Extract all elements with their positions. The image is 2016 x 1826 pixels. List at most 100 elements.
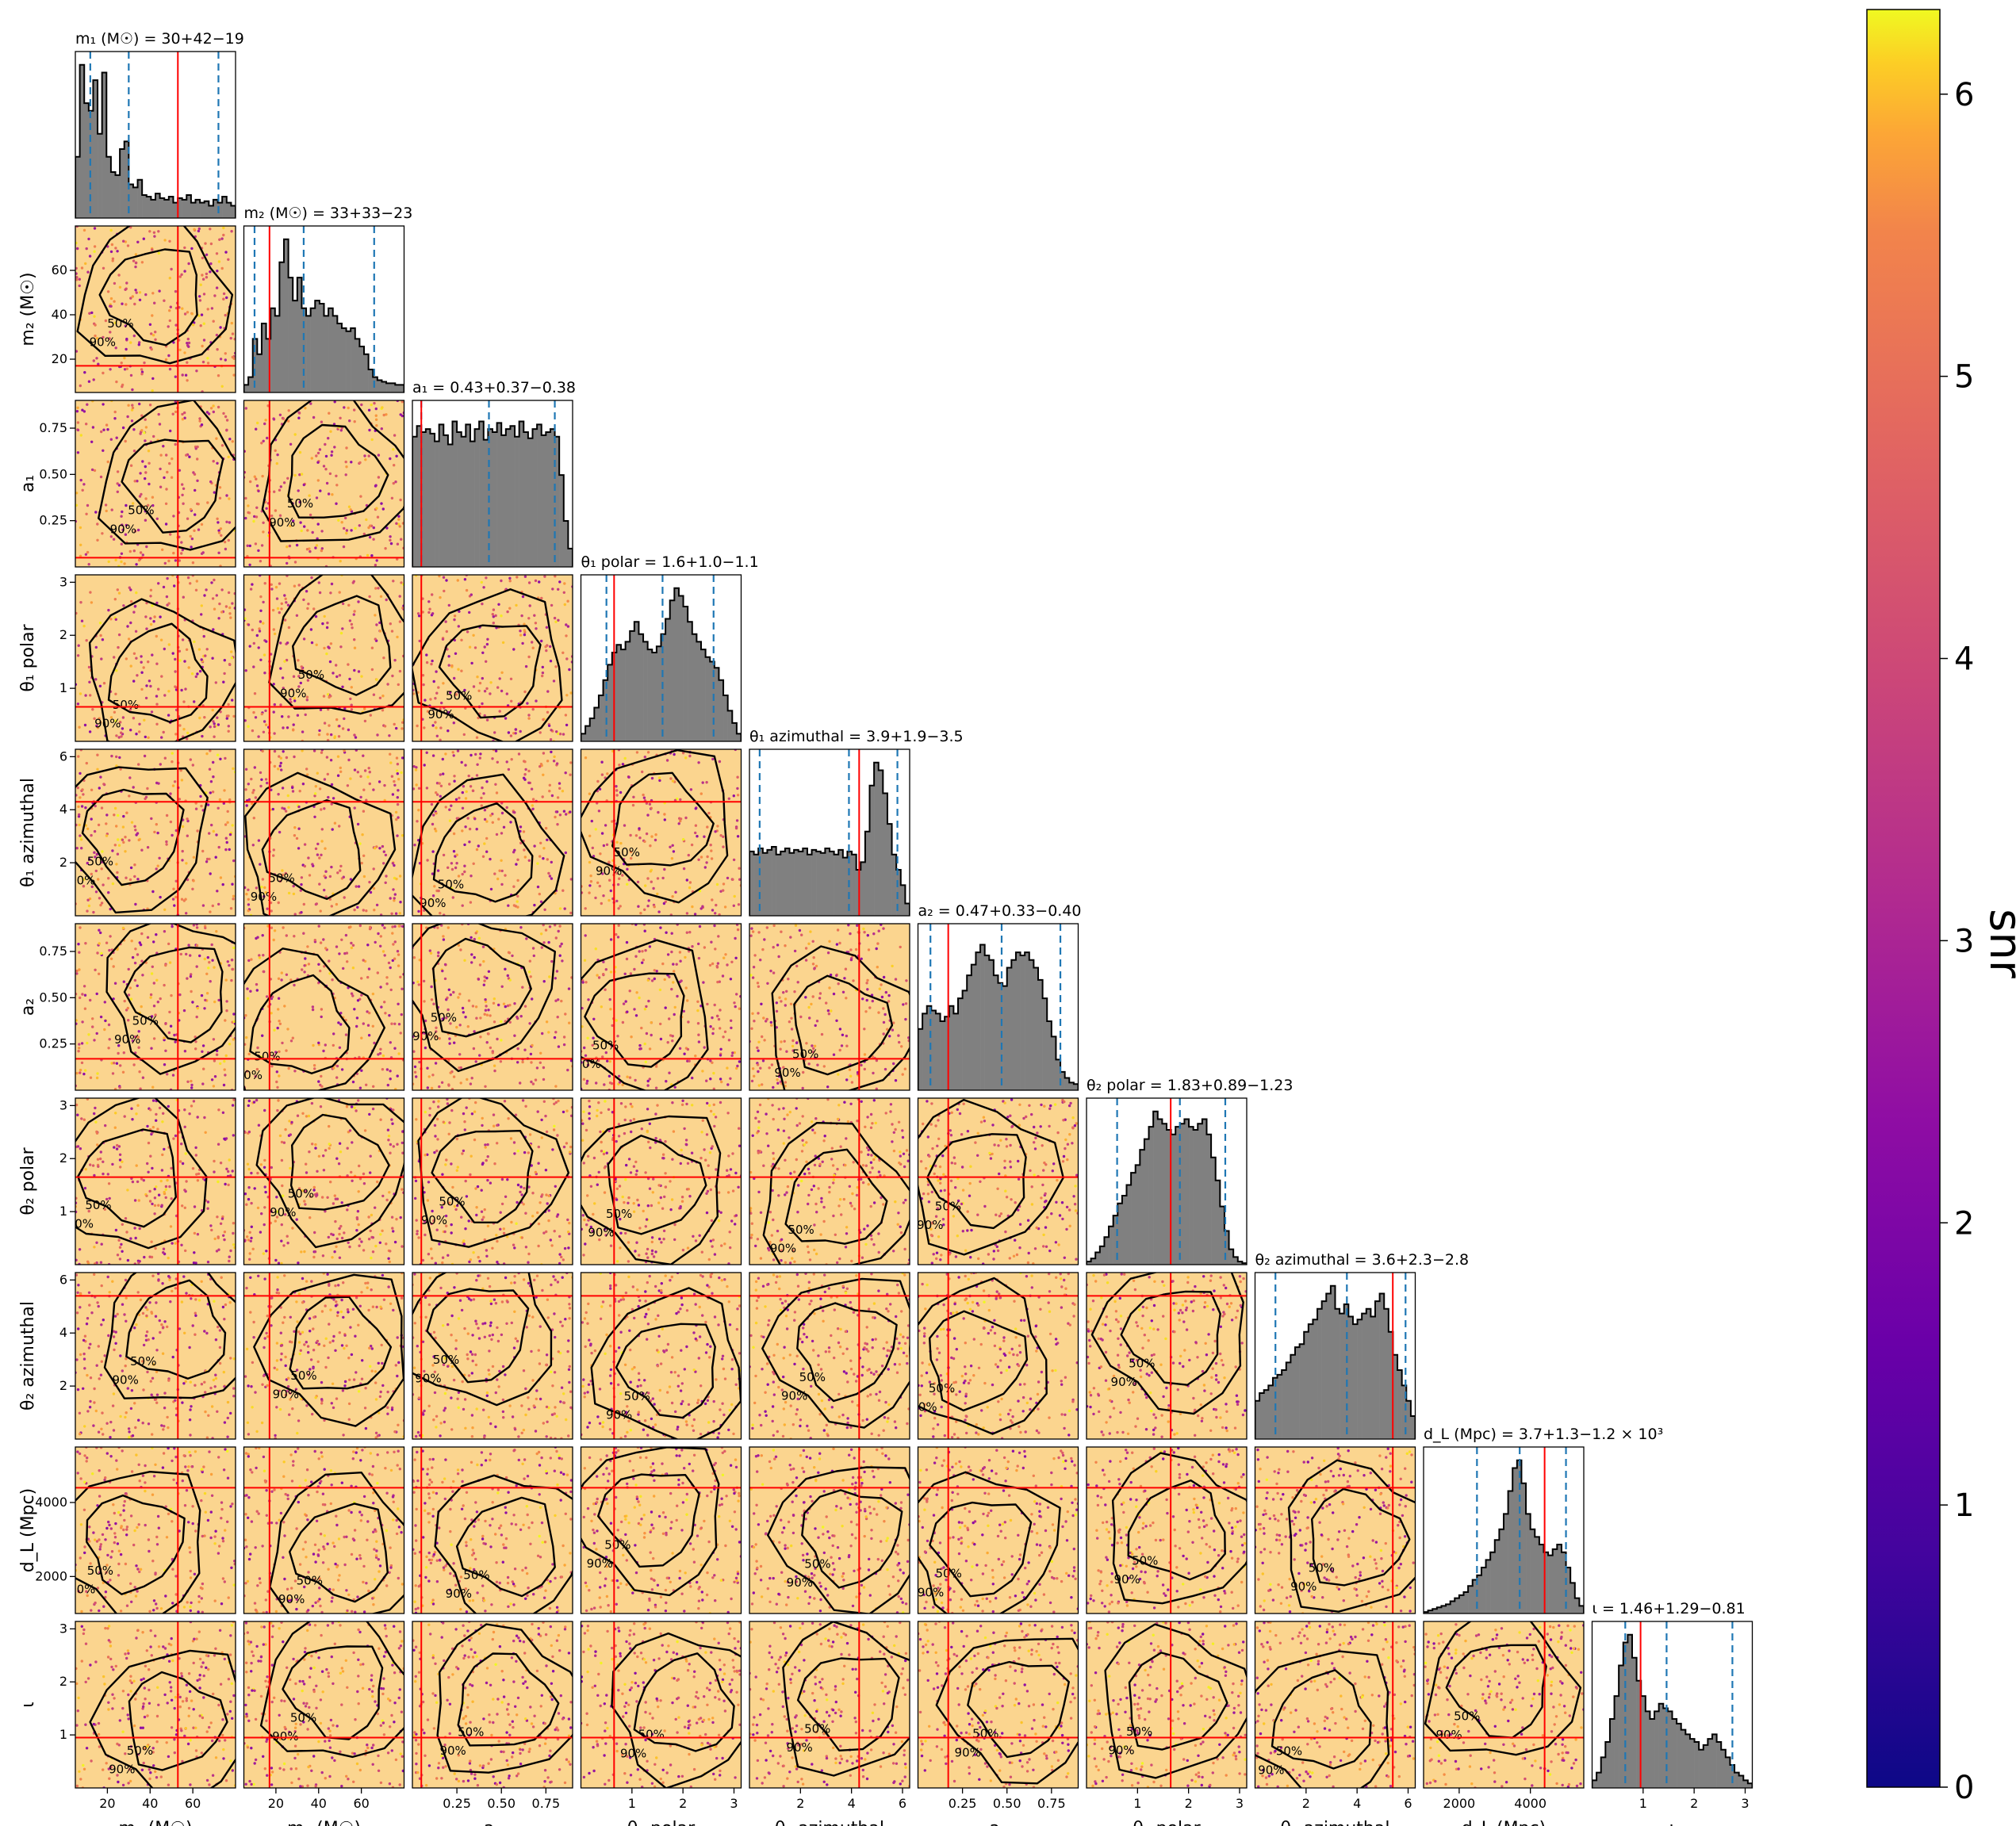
scatter-point [230, 650, 233, 653]
scatter-point [257, 839, 261, 842]
scatter-point [615, 794, 619, 797]
scatter-point [627, 775, 630, 779]
scatter-point [96, 523, 99, 526]
scatter-point [167, 1256, 170, 1260]
scatter-point [466, 1025, 470, 1028]
scatter-point [248, 1252, 251, 1255]
scatter-point [844, 967, 848, 970]
scatter-point [155, 781, 159, 785]
scatter-point [369, 1154, 372, 1158]
scatter-point [191, 1001, 194, 1004]
scatter-point [394, 912, 398, 915]
scatter-point [827, 1013, 831, 1016]
scatter-point [670, 950, 673, 954]
scatter-point [188, 455, 191, 458]
scatter-point [516, 905, 519, 909]
scatter-point [397, 789, 400, 792]
scatter-point [435, 726, 438, 729]
scatter-point [697, 761, 700, 764]
scatter-point [452, 754, 455, 757]
y-axis-label-theta1p: θ₁ polar [18, 623, 38, 691]
scatter-point [325, 481, 329, 485]
contour-label: 50% [87, 855, 113, 869]
scatter-point [87, 904, 91, 908]
scatter-point [515, 900, 519, 903]
scatter-point [279, 756, 282, 760]
scatter-point [133, 1035, 137, 1039]
scatter-point [583, 959, 587, 962]
scatter-point [370, 403, 373, 407]
scatter-point [324, 1210, 327, 1213]
scatter-point [208, 832, 211, 835]
scatter-point [563, 603, 566, 607]
scatter-point [79, 478, 82, 482]
scatter-point [222, 1083, 226, 1087]
scatter-panel-m2-theta1p: 50%90% [243, 574, 405, 742]
scatter-point [429, 698, 432, 701]
scatter-point [319, 708, 323, 711]
scatter-point [96, 1143, 99, 1147]
scatter-point [190, 990, 193, 993]
scatter-point [80, 847, 83, 850]
scatter-point [412, 692, 416, 695]
scatter-point [82, 1118, 86, 1121]
scatter-point [453, 676, 456, 680]
scatter-point [125, 811, 128, 814]
scatter-point [665, 759, 669, 762]
hist-bar [98, 133, 102, 218]
scatter-point [309, 402, 312, 405]
scatter-point [415, 1075, 418, 1078]
scatter-point [159, 467, 162, 471]
scatter-point [209, 480, 213, 484]
scatter-point [638, 836, 642, 840]
scatter-point [293, 755, 296, 759]
scatter-point [502, 1231, 506, 1235]
hist-bar [980, 944, 985, 1090]
scatter-point [272, 848, 275, 852]
scatter-point [199, 794, 202, 798]
scatter-point [594, 947, 597, 951]
scatter-point [151, 1126, 155, 1129]
scatter-point [600, 760, 604, 764]
scatter-point [500, 869, 504, 873]
scatter-point [400, 771, 403, 775]
scatter-point [349, 925, 352, 928]
scatter-point [165, 488, 168, 491]
scatter-point [457, 625, 460, 628]
scatter-point [657, 776, 661, 779]
scatter-point [379, 1118, 382, 1121]
scatter-point [865, 982, 868, 985]
scatter-point [129, 464, 133, 467]
scatter-point [278, 1022, 282, 1026]
scatter-point [396, 834, 399, 837]
scatter-point [126, 1006, 129, 1010]
scatter-point [393, 1047, 397, 1050]
scatter-point [466, 817, 470, 820]
scatter-point [703, 866, 707, 869]
scatter-point [561, 1258, 565, 1261]
scatter-point [722, 1035, 725, 1039]
scatter-point [455, 853, 458, 856]
panel-frame [243, 225, 405, 393]
scatter-point [171, 457, 174, 461]
hist-bar [1051, 1036, 1056, 1090]
scatter-point [286, 1028, 289, 1031]
scatter-point [541, 665, 544, 669]
scatter-point [75, 1103, 79, 1107]
scatter-point [102, 428, 105, 431]
scatter-point [523, 629, 526, 632]
scatter-point [228, 1259, 231, 1263]
scatter-point [736, 928, 740, 932]
scatter-point [412, 1050, 416, 1053]
contour-line [611, 771, 715, 867]
scatter-point [688, 886, 692, 890]
scatter-point [293, 834, 297, 837]
scatter-point [166, 576, 169, 580]
scatter-point [138, 941, 141, 944]
scatter-point [282, 481, 286, 484]
scatter-point [561, 651, 565, 654]
scatter-point [619, 791, 623, 794]
scatter-point [201, 278, 205, 281]
scatter-point [433, 827, 437, 831]
